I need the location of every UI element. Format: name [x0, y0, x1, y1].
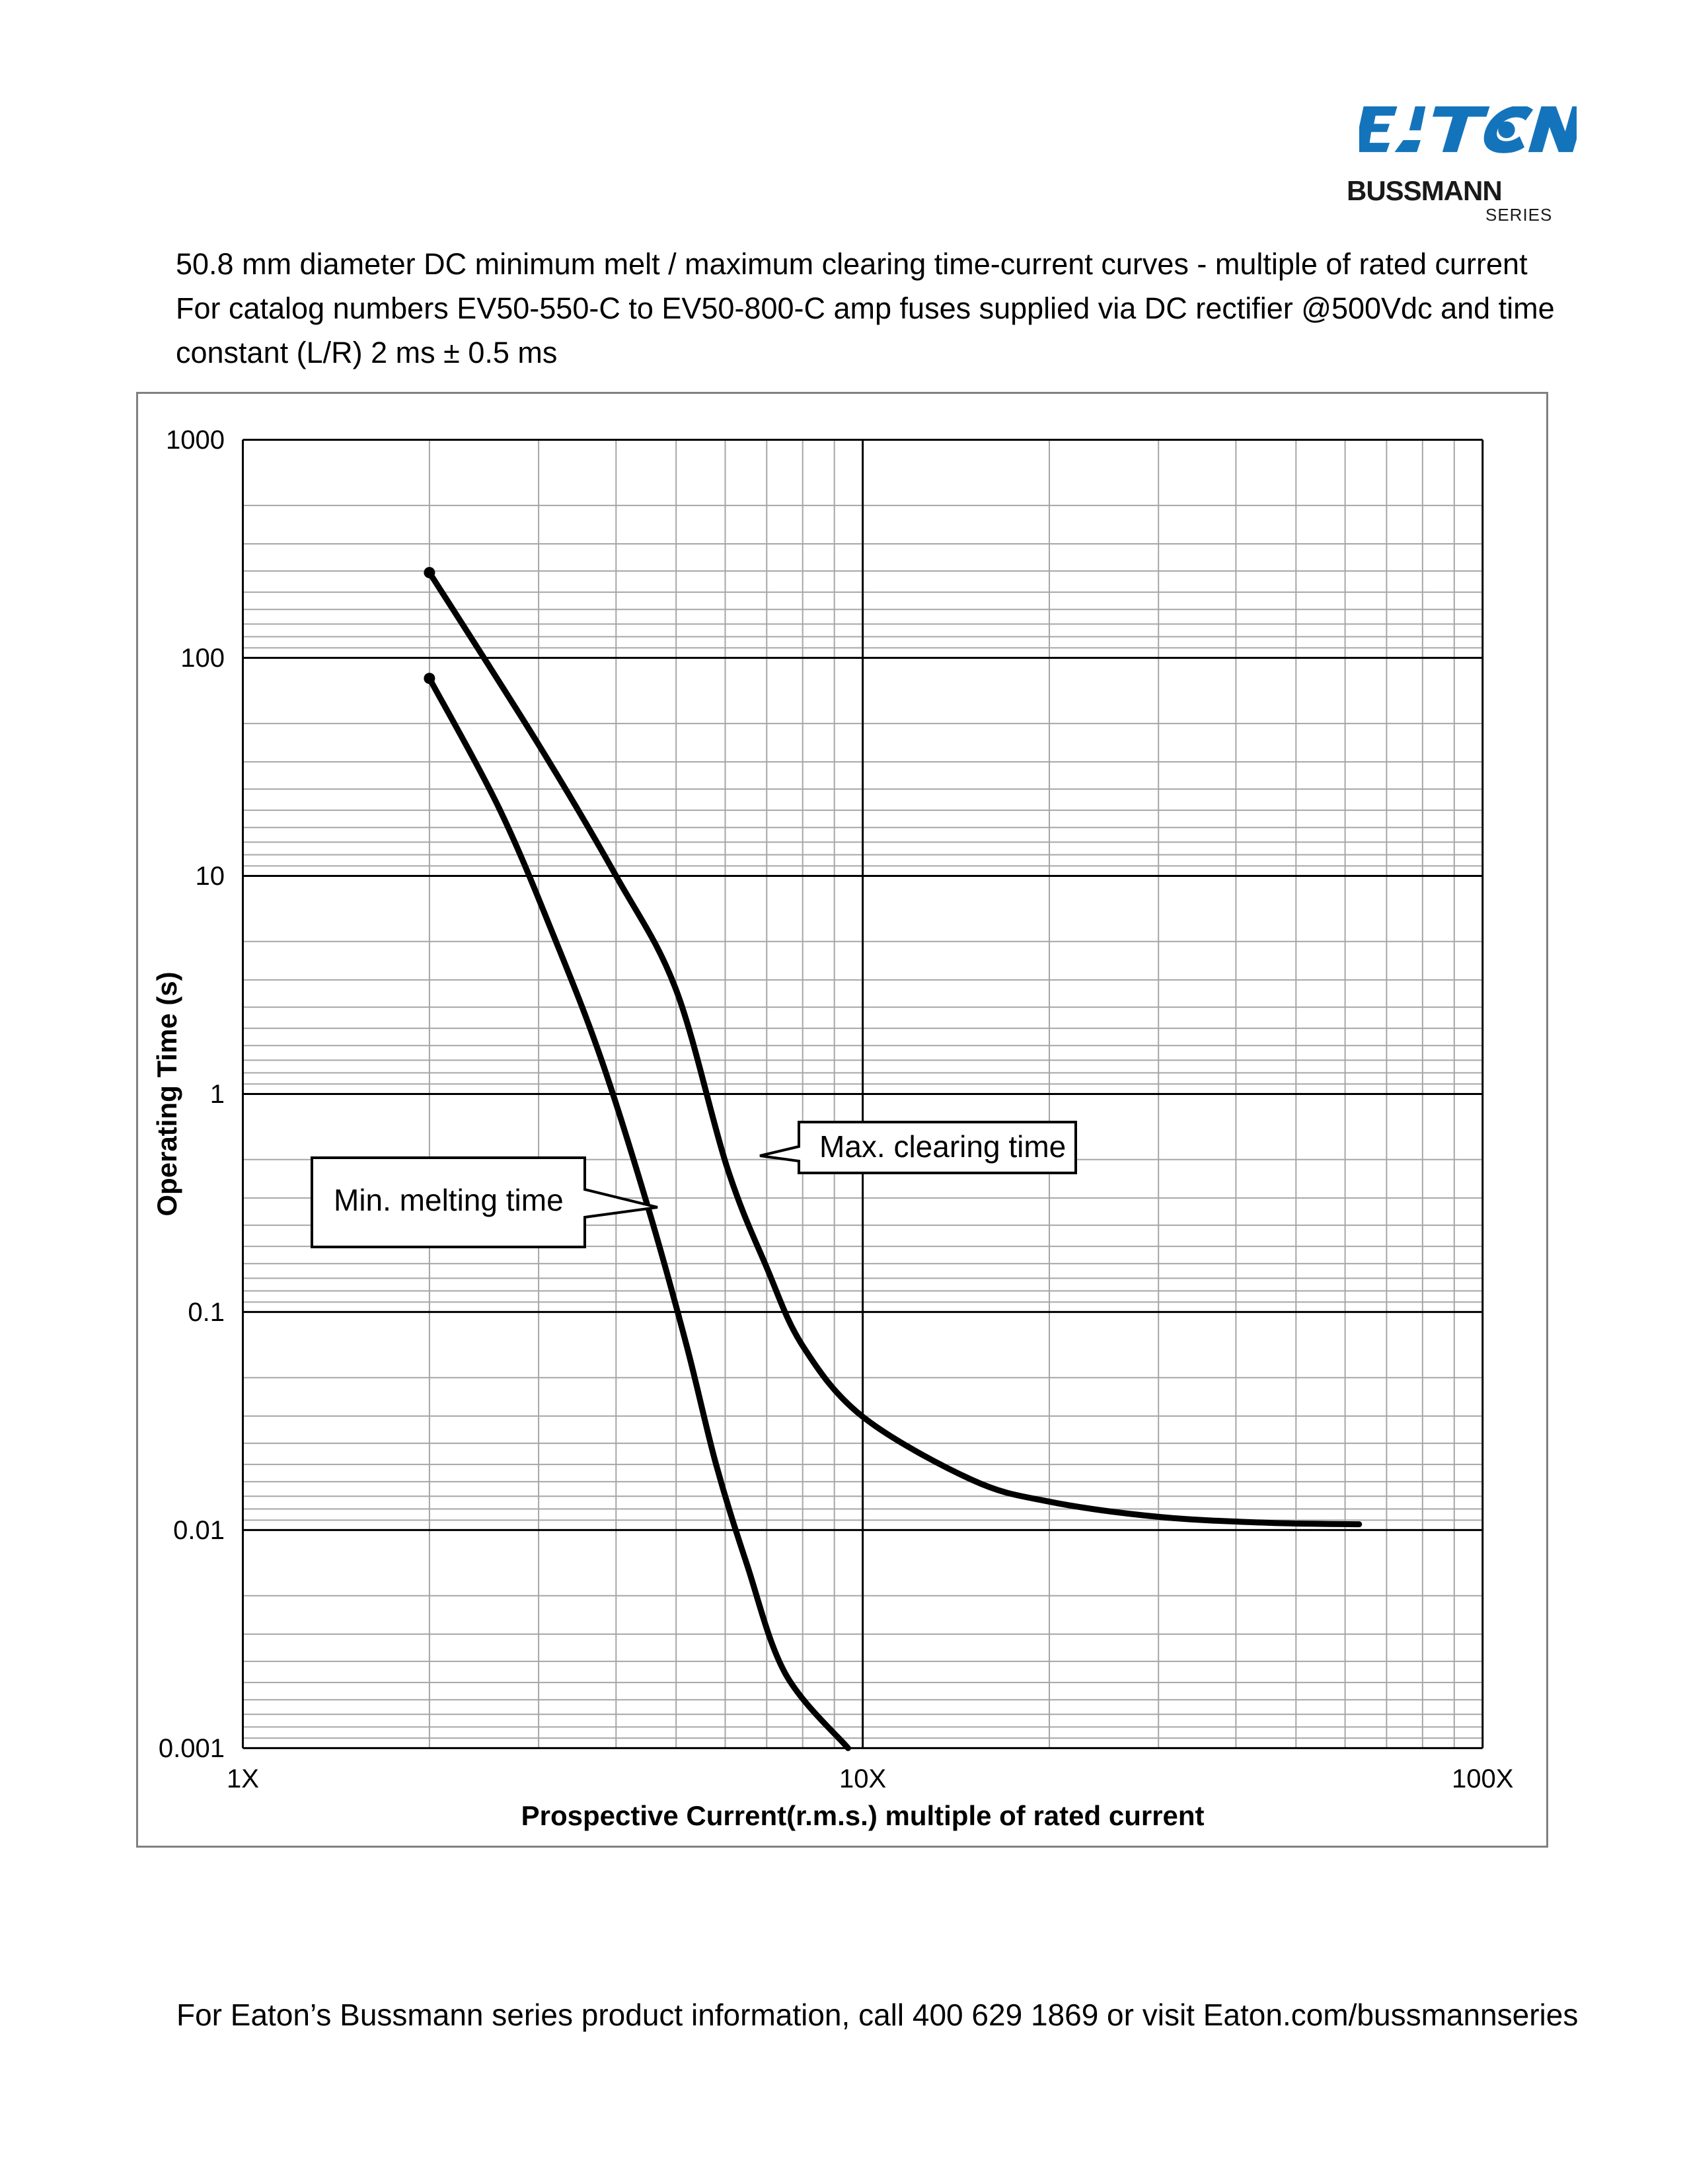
svg-text:10: 10	[196, 862, 225, 891]
svg-text:1X: 1X	[227, 1764, 259, 1793]
svg-text:0.01: 0.01	[173, 1516, 225, 1545]
svg-text:0.001: 0.001	[159, 1734, 225, 1763]
svg-text:Operating Time (s): Operating Time (s)	[151, 971, 182, 1216]
svg-text:Min. melting time: Min. melting time	[334, 1183, 564, 1217]
svg-text:Prospective Current(r.m.s.) mu: Prospective Current(r.m.s.) multiple of …	[521, 1800, 1205, 1831]
svg-text:1: 1	[210, 1080, 225, 1109]
svg-text:0.1: 0.1	[188, 1298, 225, 1327]
svg-text:100: 100	[180, 644, 225, 673]
svg-text:1000: 1000	[166, 426, 225, 455]
svg-text:10X: 10X	[839, 1764, 886, 1793]
svg-text:100X: 100X	[1452, 1764, 1513, 1793]
svg-text:Max. clearing time: Max. clearing time	[819, 1129, 1066, 1164]
